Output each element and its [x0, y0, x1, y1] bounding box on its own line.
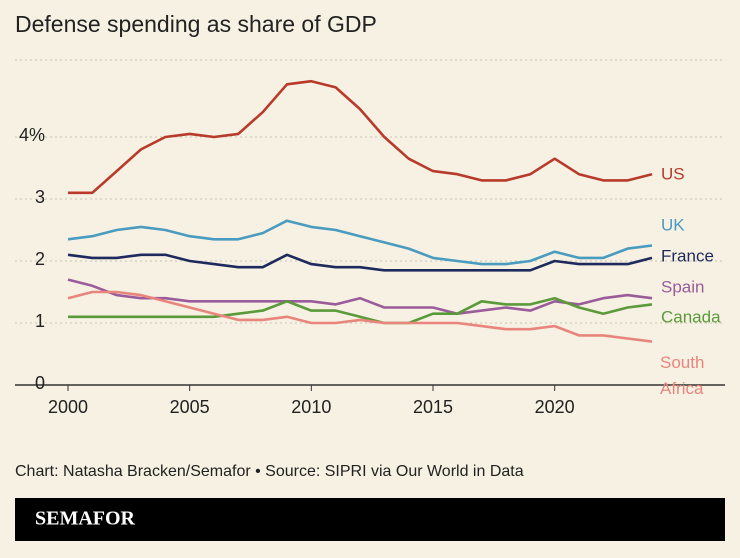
series-line	[67, 290, 653, 343]
series-label: Canada	[661, 307, 721, 326]
series-label: France	[661, 246, 714, 265]
series-label: Spain	[661, 277, 704, 296]
series-line	[68, 296, 653, 325]
series-line	[67, 219, 653, 266]
y-tick-label: 0	[35, 373, 45, 393]
series-line	[67, 253, 653, 272]
brand-bar	[15, 498, 725, 541]
series-line	[67, 278, 653, 315]
series-label: South Africa	[660, 353, 705, 398]
series-line	[68, 79, 653, 195]
x-tick-label: 2020	[535, 397, 575, 417]
plot: 0 1 2 3 4% 2000 2005 2010 2015 2020 US UK France Spai…	[15, 79, 725, 417]
credit: Chart: Natasha Bracken/Semafor • Source:…	[15, 463, 524, 480]
series-label: US	[661, 164, 685, 183]
y-tick-label: 1	[35, 311, 45, 331]
x-tick-label: 2005	[170, 397, 210, 417]
brand: SEMAFOR	[35, 508, 136, 530]
chart-title: Defense spending as share of GDP	[15, 11, 377, 37]
x-tick-label: 2010	[291, 397, 331, 417]
series-label: UK	[661, 215, 685, 234]
y-tick-label: 3	[35, 187, 45, 207]
x-tick-label: 2015	[413, 397, 453, 417]
series-label-text: South Africa	[660, 353, 705, 398]
y-tick-label: 4%	[19, 125, 45, 145]
x-tick-label: 2000	[48, 397, 88, 417]
y-tick-label: 2	[35, 249, 45, 269]
